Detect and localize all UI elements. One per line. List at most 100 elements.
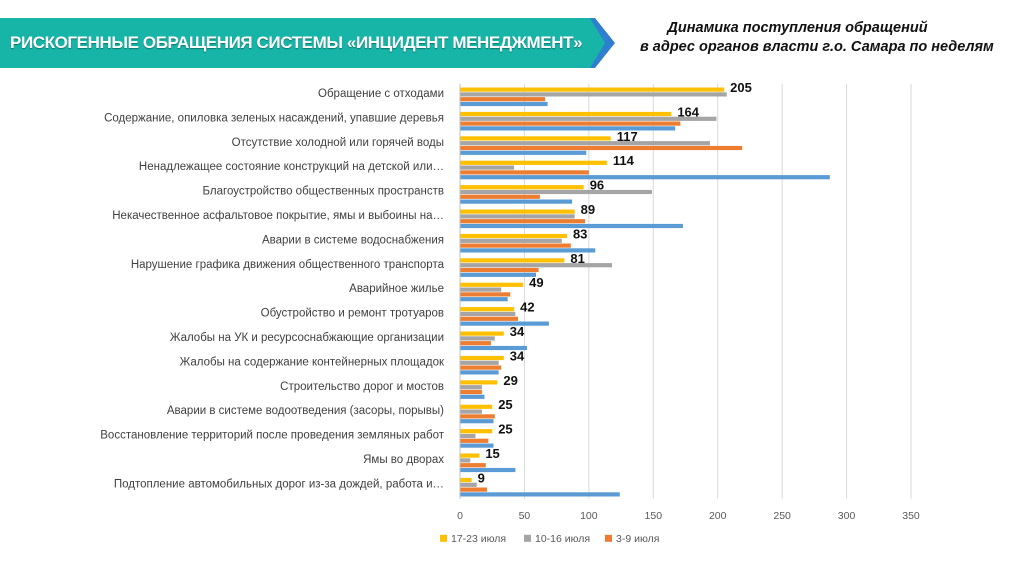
bar (460, 214, 575, 219)
data-label: 81 (570, 251, 584, 266)
bar (460, 150, 587, 155)
bar (460, 297, 508, 302)
bar (460, 307, 515, 312)
bar (460, 238, 562, 243)
bar (460, 233, 567, 239)
data-label: 15 (485, 446, 499, 461)
data-label: 164 (677, 104, 699, 119)
bar (460, 160, 607, 165)
category-label: Жалобы на содержание контейнерных площад… (180, 356, 445, 368)
bar (460, 267, 539, 273)
legend-label: 10-16 июля (535, 533, 590, 545)
bar (460, 121, 681, 126)
x-tick-label: 150 (645, 510, 663, 522)
bar (460, 463, 486, 468)
data-label: 96 (590, 178, 604, 193)
bar (460, 258, 565, 263)
legend-swatch (605, 534, 612, 542)
data-label: 34 (510, 348, 525, 363)
data-label: 25 (498, 397, 512, 412)
data-label: 9 (478, 470, 485, 485)
data-label: 34 (510, 324, 525, 339)
bar (460, 87, 725, 92)
bar (460, 482, 477, 487)
category-label: Аварийное жилье (349, 283, 444, 295)
bar (460, 370, 499, 375)
x-tick-label: 0 (457, 510, 463, 522)
data-label: 205 (730, 80, 752, 95)
data-label: 29 (503, 373, 517, 388)
category-label: Ненадлежащее состояние конструкций на де… (139, 161, 444, 173)
bar (460, 243, 571, 248)
category-label: Обращение с отходами (318, 88, 444, 100)
category-label: Аварии в системе водоотведения (засоры, … (167, 405, 444, 417)
category-label: Благоустройство общественных пространств (203, 186, 445, 198)
bar (460, 263, 613, 268)
bar (460, 453, 480, 458)
bar (460, 209, 575, 214)
bar (460, 223, 683, 229)
bar (460, 336, 495, 341)
bar (460, 433, 476, 439)
bar (460, 194, 540, 199)
bar (460, 321, 549, 326)
category-label: Строительство дорог и мостов (280, 381, 444, 393)
bar (460, 355, 504, 361)
bar (460, 429, 493, 434)
x-tick-label: 200 (709, 510, 727, 522)
bar (460, 365, 502, 370)
bar (460, 419, 494, 424)
bar (460, 487, 488, 492)
data-label: 89 (581, 202, 595, 217)
data-label: 83 (573, 226, 587, 241)
category-label: Нарушение графика движения общественного… (131, 259, 445, 271)
x-tick-label: 350 (902, 510, 920, 522)
category-label: Содержание, опиловка зеленых насаждений,… (104, 112, 444, 124)
bar (460, 219, 585, 224)
bar (460, 414, 495, 419)
bar (460, 189, 652, 195)
legend-label: 17-23 июля (451, 533, 506, 545)
bar (460, 141, 710, 146)
data-label: 114 (613, 153, 635, 168)
bar (460, 165, 515, 170)
bar (460, 467, 516, 473)
bar (460, 385, 482, 390)
bar (460, 404, 493, 409)
category-label: Обустройство и ремонт тротуаров (261, 308, 444, 320)
bar (460, 199, 573, 204)
bar (460, 394, 485, 399)
bar (460, 145, 743, 151)
x-tick-label: 50 (519, 510, 531, 522)
bar (460, 282, 524, 287)
bar (460, 111, 672, 117)
legend-swatch (524, 534, 531, 542)
bar (460, 443, 494, 448)
bar (460, 341, 491, 346)
bar (460, 331, 504, 336)
bar (460, 185, 584, 190)
bar (460, 380, 498, 385)
page-title: РИСКОГЕННЫЕ ОБРАЩЕНИЯ СИСТЕМЫ «ИНЦИДЕНТ … (10, 33, 583, 52)
data-label: 117 (617, 129, 638, 144)
data-label: 25 (498, 422, 512, 437)
chart-subtitle: Динамика поступления обращений в адрес о… (640, 19, 994, 57)
data-label: 49 (529, 275, 543, 290)
category-label: Аварии в системе водоснабжения (262, 234, 444, 246)
bar (460, 170, 589, 175)
bar (460, 458, 471, 463)
legend-label: 3-9 июля (616, 533, 659, 545)
bar (460, 287, 502, 292)
legend-swatch (440, 534, 447, 542)
category-label: Некачественное асфальтовое покрытие, ямы… (112, 210, 444, 222)
category-label: Жалобы на УК и ресурсоснабжающие организ… (170, 332, 444, 344)
bar (460, 101, 548, 107)
bar (460, 175, 830, 180)
bar (460, 389, 482, 395)
bar (460, 492, 620, 497)
bar (460, 126, 676, 131)
bar (460, 292, 511, 297)
x-tick-label: 250 (773, 510, 791, 522)
x-tick-label: 300 (838, 510, 856, 522)
